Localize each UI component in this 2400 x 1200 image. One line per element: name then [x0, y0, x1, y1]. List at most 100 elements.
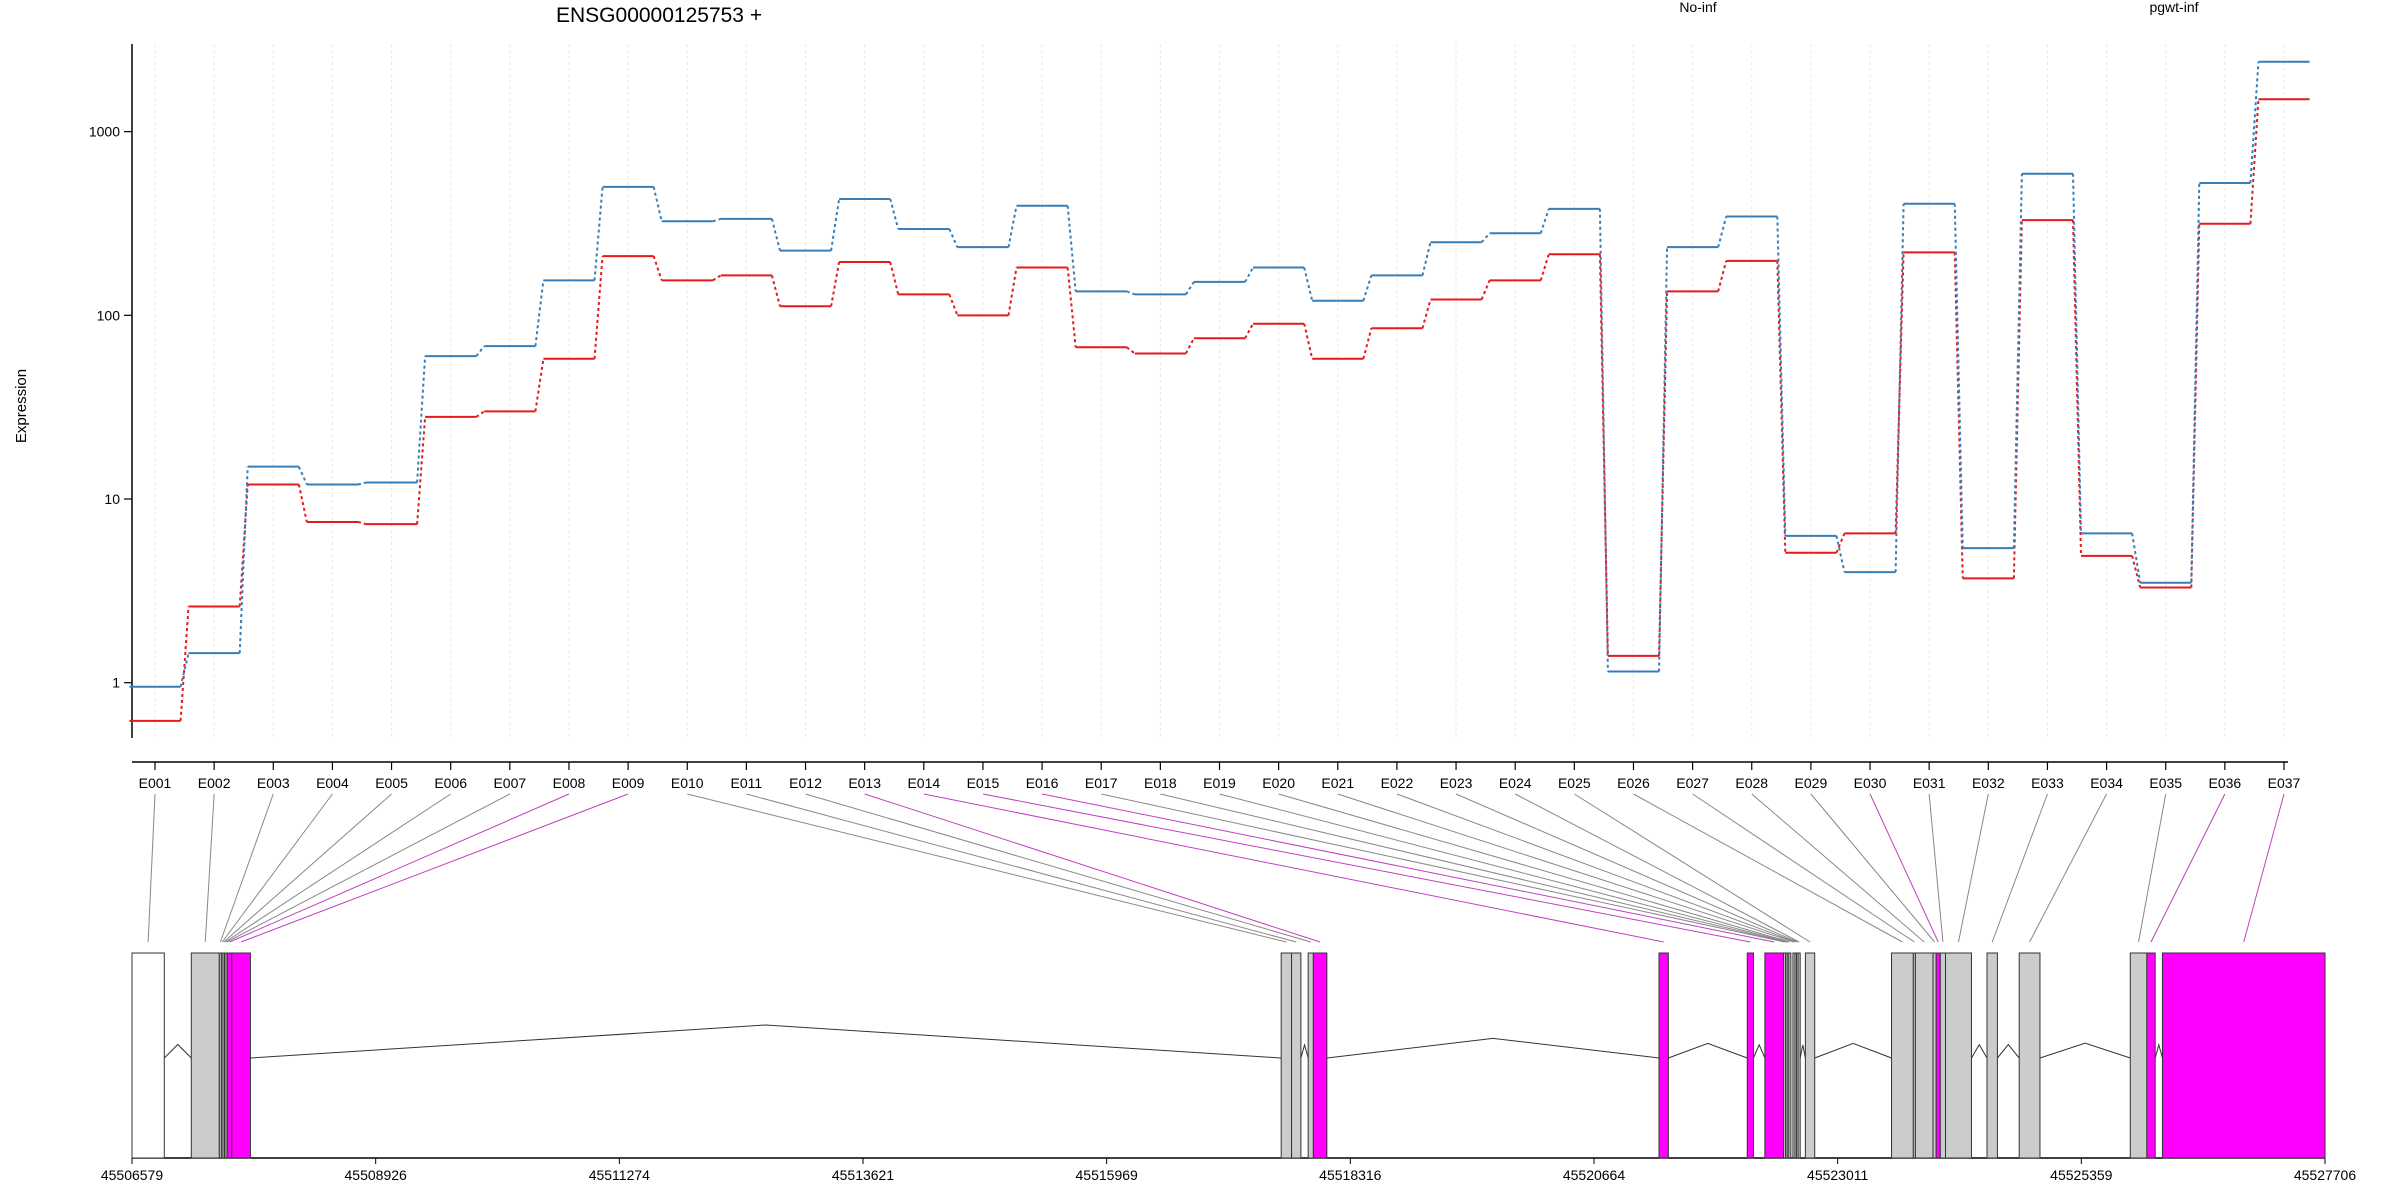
exon-connector [1455, 793, 1798, 943]
exon-connector [746, 793, 1297, 943]
series-connector [948, 294, 959, 316]
exon-box [2129, 952, 2148, 1159]
exon-connector [147, 793, 156, 943]
x-tick-label: E037 [2268, 775, 2301, 791]
exon-connector [1101, 793, 1785, 943]
exon-connector [1869, 793, 1939, 943]
x-tick-label: E032 [1972, 775, 2005, 791]
exon-box [1280, 952, 1293, 1159]
exon-connector [204, 793, 215, 943]
exon-connector [1337, 793, 1795, 943]
exon-connector-lines [147, 793, 2285, 943]
x-tick-label: E027 [1676, 775, 1709, 791]
x-axis: E001 E002 E003 E004 E005 E006 E007 E008 E009 E010… [132, 761, 2301, 791]
exon-connector [224, 793, 451, 943]
exon-connector [1810, 793, 1935, 943]
x-tick-label: E006 [434, 775, 467, 791]
series-connector [534, 280, 545, 347]
series-connector [770, 275, 781, 307]
exon-box [2018, 952, 2041, 1159]
series-connector [1953, 203, 1964, 549]
x-tick-label: E022 [1381, 775, 1414, 791]
exon-box [190, 952, 220, 1159]
series-connector [1717, 216, 1728, 248]
intron-line [163, 1043, 192, 1059]
series-connector [1717, 260, 1728, 292]
series-connector [2012, 220, 2023, 579]
series-connector [1303, 323, 1314, 360]
y-tick-label: 1 [112, 675, 120, 691]
series-connector [770, 218, 781, 251]
series-connector [1421, 299, 1432, 329]
x-tick-label: E036 [2209, 775, 2242, 791]
exon-box [1939, 952, 1947, 1159]
x-tick-label: E029 [1795, 775, 1828, 791]
series-connector [1066, 205, 1077, 292]
exon-connector [240, 793, 629, 943]
series-connector [712, 217, 722, 223]
x-tick-label: E035 [2149, 775, 2182, 791]
x-tick-label: E014 [907, 775, 940, 791]
x-tick-label: E034 [2090, 775, 2123, 791]
series-connector [1303, 267, 1314, 302]
x-tick-label: E030 [1854, 775, 1887, 791]
x-tick-label: E019 [1203, 775, 1236, 791]
exon-connector [1278, 793, 1790, 943]
exon-connector [1991, 793, 2048, 943]
series-connector [179, 606, 190, 721]
exon-box [1746, 952, 1754, 1159]
exon-box [2161, 952, 2326, 1159]
x-tick-label: E005 [375, 775, 408, 791]
y-axis-label: Expression [13, 369, 30, 443]
series-connector [1126, 346, 1136, 355]
intron-line [1668, 1042, 1748, 1059]
exon-connector [923, 793, 1664, 943]
series-connector [1480, 232, 1491, 243]
coordinate-label: 45520664 [1563, 1167, 1626, 1183]
x-tick-label: E003 [257, 775, 290, 791]
x-tick-label: E002 [198, 775, 231, 791]
x-tick-label: E015 [967, 775, 1000, 791]
coordinate-label: 45515969 [1076, 1167, 1139, 1183]
exon-connector [805, 793, 1311, 943]
series-connector [1539, 208, 1550, 234]
coordinate-label: 45518316 [1319, 1167, 1382, 1183]
intron-line [1814, 1042, 1892, 1059]
x-tick-label: E031 [1913, 775, 1946, 791]
series-connector [1776, 260, 1787, 553]
x-tick-label: E016 [1026, 775, 1059, 791]
y-tick-label: 10 [104, 491, 120, 507]
exon-connector [864, 793, 1321, 943]
series-connector [948, 228, 959, 248]
series-connector [1658, 291, 1669, 656]
series-connector [593, 186, 604, 281]
series-connector [830, 261, 841, 307]
exon-box [1797, 952, 1801, 1159]
series-connector [1244, 323, 1254, 339]
intron-line [1753, 1043, 1766, 1059]
legend-entry-series-2: pgwt-inf [2149, 0, 2198, 15]
x-tick-label: E001 [139, 775, 172, 791]
x-tick-label: E007 [493, 775, 526, 791]
x-tick-label: E010 [671, 775, 704, 791]
series-connector [475, 345, 486, 357]
intron-line [1326, 1037, 1660, 1059]
x-tick-label: E012 [789, 775, 822, 791]
series-connector [1421, 241, 1432, 276]
exon-connector [2243, 793, 2285, 943]
exon-connector [1041, 793, 1775, 943]
series-connector [1539, 253, 1550, 281]
series-connector [712, 274, 722, 282]
exon-box [131, 952, 165, 1159]
exon-box [1312, 952, 1328, 1159]
series-connector [2190, 183, 2201, 583]
coordinate-label: 45527706 [2294, 1167, 2357, 1183]
x-tick-label: E023 [1440, 775, 1473, 791]
intron-line [1300, 1042, 1309, 1059]
coordinate-label: 45523011 [1807, 1167, 1868, 1183]
x-tick-label: E025 [1558, 775, 1591, 791]
exon-connector [226, 793, 511, 943]
series-connector [652, 255, 663, 281]
series-connector [2012, 173, 2023, 549]
x-tick-label: E004 [316, 775, 349, 791]
